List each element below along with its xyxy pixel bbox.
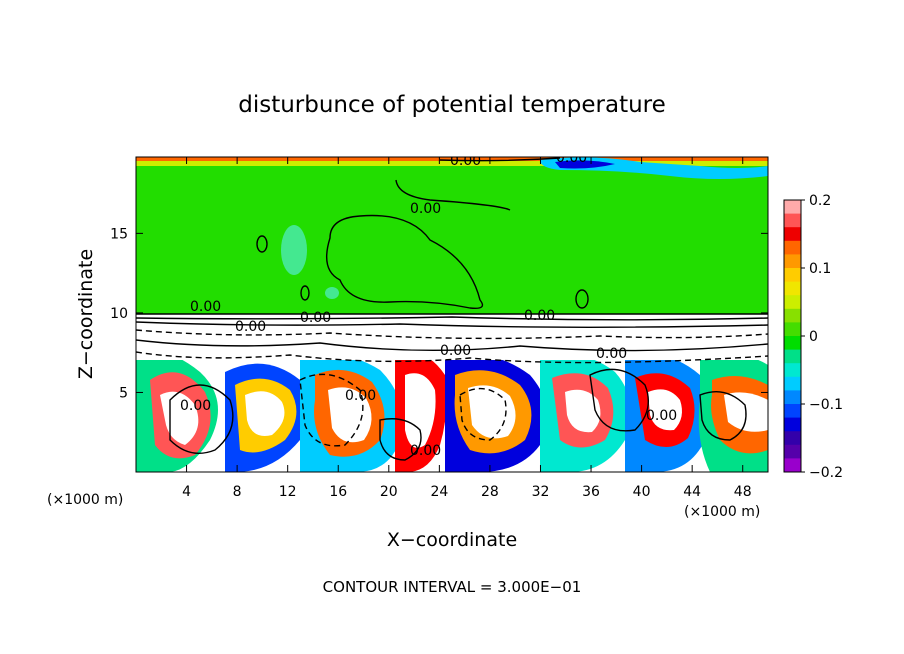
contour-label: 0.00 xyxy=(300,310,331,326)
contour-label: 0.00 xyxy=(190,299,221,315)
colorbar-swatch xyxy=(784,240,801,255)
turbulent-layer xyxy=(136,314,768,472)
contour-label: 0.00 xyxy=(596,346,627,362)
contour-label: 0.00 xyxy=(410,201,441,217)
colorbar-swatch xyxy=(784,390,801,405)
colorbar-swatch xyxy=(784,444,801,459)
x-tick-label: 8 xyxy=(233,484,242,500)
colorbar-tick-label: 0.2 xyxy=(809,193,831,209)
colorbar-ticks: 0.2 0.1 0 −0.1 −0.2 xyxy=(801,193,843,481)
x-axis-label: X−coordinate xyxy=(387,529,517,551)
contour-label: 0.00 xyxy=(440,343,471,359)
contour-interval-note: CONTOUR INTERVAL = 3.000E−01 xyxy=(323,578,582,596)
x-tick-label: 28 xyxy=(481,484,499,500)
colorbar-tick-label: −0.2 xyxy=(809,465,843,481)
y-axis-label: Z−coordinate xyxy=(75,249,97,379)
y-axis: 5 10 15 xyxy=(110,226,768,401)
x-tick-label: 48 xyxy=(734,484,752,500)
colorbar-swatch xyxy=(784,431,801,446)
top-boundary-band xyxy=(136,157,768,161)
cyan-spot xyxy=(325,287,339,299)
x-tick-label: 36 xyxy=(582,484,600,500)
y-tick-label: 5 xyxy=(119,385,128,401)
colorbar-swatch xyxy=(784,281,801,296)
chart-title: disturbunce of potential temperature xyxy=(238,92,666,118)
x-tick-label: 44 xyxy=(683,484,701,500)
plot-area: 0.00 0.00 0.00 0.00 0.00 0.00 0.00 0.00 … xyxy=(136,150,768,472)
x-unit-right: (×1000 m) xyxy=(684,504,760,520)
x-tick-label: 16 xyxy=(329,484,347,500)
colorbar-swatch xyxy=(784,308,801,323)
x-axis: 4 8 12 16 20 24 28 32 36 40 44 48 xyxy=(182,157,752,500)
contour-label: 0.00 xyxy=(235,319,266,335)
contour-label-group: 0.00 0.00 0.00 0.00 0.00 0.00 0.00 0.00 … xyxy=(180,150,677,459)
x-unit-left: (×1000 m) xyxy=(47,492,123,508)
colorbar xyxy=(784,200,801,473)
contour-lines xyxy=(136,157,768,461)
x-tick-label: 24 xyxy=(430,484,448,500)
colorbar-swatch xyxy=(784,417,801,432)
x-tick-label: 40 xyxy=(633,484,651,500)
contour-label: 0.00 xyxy=(450,153,481,169)
cyan-spot xyxy=(281,225,307,275)
colorbar-tick-label: 0 xyxy=(809,329,818,345)
colorbar-swatch xyxy=(784,227,801,242)
colorbar-swatch xyxy=(784,349,801,364)
colorbar-swatch xyxy=(784,213,801,228)
x-tick-label: 32 xyxy=(532,484,550,500)
contour-label: 0.00 xyxy=(646,408,677,424)
colorbar-swatch xyxy=(784,295,801,310)
colorbar-swatch xyxy=(784,336,801,351)
colorbar-tick-label: 0.1 xyxy=(809,261,831,277)
x-tick-label: 12 xyxy=(279,484,297,500)
x-tick-label: 20 xyxy=(380,484,398,500)
upper-zero-layer xyxy=(136,166,768,314)
colorbar-swatch xyxy=(784,268,801,283)
contour-label: 0.00 xyxy=(345,388,376,404)
colorbar-swatch xyxy=(784,404,801,419)
colorbar-swatch xyxy=(784,363,801,378)
colorbar-swatch xyxy=(784,254,801,269)
colorbar-swatch xyxy=(784,458,801,473)
contour-label: 0.00 xyxy=(410,443,441,459)
y-tick-label: 10 xyxy=(110,306,128,322)
top-dark-patch xyxy=(555,160,615,169)
colorbar-tick-label: −0.1 xyxy=(809,397,843,413)
plot-frame xyxy=(135,156,769,473)
colorbar-swatch xyxy=(784,200,801,215)
y-tick-label: 15 xyxy=(110,226,128,242)
contour-label: 0.00 xyxy=(524,308,555,324)
colorbar-swatch xyxy=(784,376,801,391)
colorbar-swatch xyxy=(784,322,801,337)
contour-label: 0.00 xyxy=(180,398,211,414)
contour-label: 0.00 xyxy=(556,150,587,166)
top-boundary-band-2 xyxy=(136,161,768,166)
x-tick-label: 4 xyxy=(182,484,191,500)
